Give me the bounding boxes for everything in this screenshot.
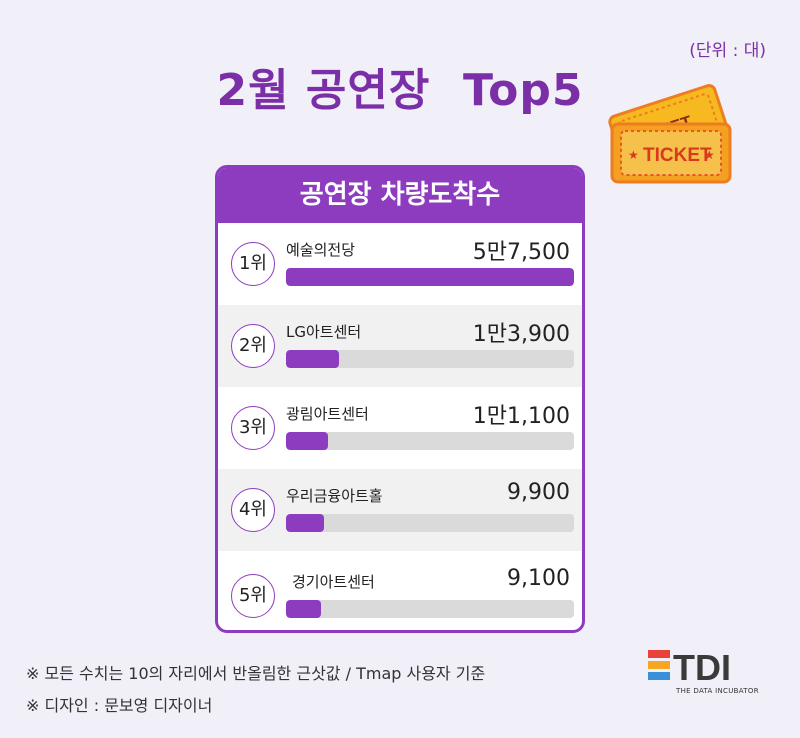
footnote-data: ※ 모든 수치는 10의 자리에서 반올림한 근삿값 / Tmap 사용자 기준 [26,664,486,683]
rank-badge: 5위 [231,574,275,618]
rank-badge: 1위 [231,242,275,286]
bar-fill [286,432,329,450]
logo-bar-red [648,650,670,658]
svg-text:★: ★ [628,148,639,162]
rank-badge: 2위 [231,324,275,368]
arrival-count: 9,900 [507,480,570,505]
venue-name: 경기아트센터 [292,573,375,591]
chart-title: 공연장 차량도착수 [218,168,582,223]
unit-label: (단위 : 대) [689,41,766,61]
page-title: 2월 공연장 Top5 [216,65,584,116]
logo-bar-blue [648,672,670,680]
venue-name: LG아트센터 [286,323,362,341]
bar-track [286,514,574,532]
ranking-row: 2위 LG아트센터 1만3,900 [218,305,582,387]
arrival-count: 1만1,100 [472,404,570,429]
ranking-row: 1위 예술의전당 5만7,500 [218,223,582,305]
bar-track [286,268,574,286]
svg-text:★: ★ [704,148,715,162]
logo-text: TDI [673,648,731,686]
bar-fill [286,350,340,368]
rank-badge: 3위 [231,406,275,450]
bar-track [286,432,574,450]
arrival-count: 5만7,500 [472,240,570,265]
venue-name: 예술의전당 [286,241,356,259]
arrival-count: 9,100 [507,566,570,591]
ranking-row: 5위 경기아트센터 9,100 [218,551,582,630]
ranking-row: 4위 우리금융아트홀 9,900 [218,469,582,551]
tdi-logo: TDI [648,648,731,686]
ticket-text: TICKET [643,145,712,166]
logo-subtitle: THE DATA INCUBATOR [676,687,759,695]
bar-fill [286,268,574,286]
bar-fill [286,600,321,618]
bar-fill [286,514,324,532]
footnote-designer: ※ 디자인 : 문보영 디자이너 [26,696,213,715]
ticket-icon: KET ★ TICKET ★ [608,84,732,184]
bar-track [286,600,574,618]
logo-bar-orange [648,661,670,669]
venue-name: 광림아트센터 [286,405,369,423]
venue-name: 우리금융아트홀 [286,487,383,505]
arrival-count: 1만3,900 [472,322,570,347]
ranking-card: 공연장 차량도착수 1위 예술의전당 5만7,500 2위 LG아트센터 1만3,900 3… [215,165,585,633]
rank-badge: 4위 [231,488,275,532]
ranking-row: 3위 광림아트센터 1만1,100 [218,387,582,469]
bar-track [286,350,574,368]
